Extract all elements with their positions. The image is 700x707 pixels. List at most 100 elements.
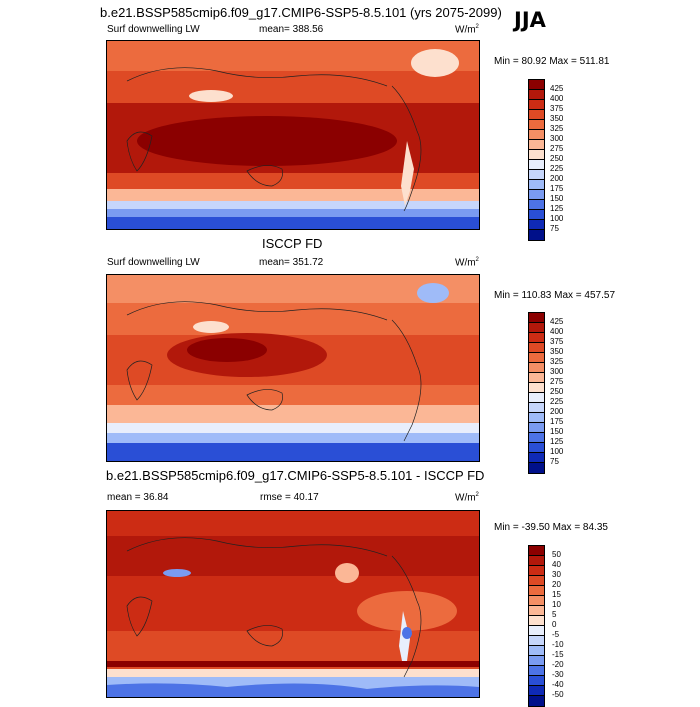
panel3-colorbar-swatch [529, 626, 544, 636]
panel2-colorbar-tick: 200 [550, 407, 564, 416]
panel2-colorbar-tick: 400 [550, 327, 564, 336]
panel3-colorbar-swatch [529, 686, 544, 696]
panel2-colorbar-swatch [529, 333, 544, 343]
panel2-colorbar-tick: 300 [550, 367, 564, 376]
panel2-colorbar-tick: 325 [550, 357, 564, 366]
panel1-colorbar-tick: 300 [550, 134, 564, 143]
panel1-map [106, 40, 480, 230]
panel1-colorbar-swatch [529, 180, 544, 190]
panel3-colorbar-swatch [529, 636, 544, 646]
panel3-colorbar-swatch [529, 676, 544, 686]
panel3-colorbar-tick: -30 [552, 670, 564, 679]
panel3-colorbar-tick: 20 [552, 580, 561, 589]
panel1-colorbar-swatch [529, 220, 544, 230]
panel2-colorbar-swatch [529, 393, 544, 403]
panel2-colorbar-tick: 125 [550, 437, 564, 446]
panel3-title: b.e21.BSSP585cmip6.f09_g17.CMIP6-SSP5-8.… [106, 468, 485, 483]
panel2-colorbar-tick: 350 [550, 347, 564, 356]
panel1-minmax-label: Min = 80.92 Max = 511.81 [494, 56, 610, 67]
panel2-colorbar-swatch [529, 313, 544, 323]
panel3-colorbar-swatch [529, 656, 544, 666]
panel2-colorbar-tick: 375 [550, 337, 564, 346]
panel3-colorbar-tick: -15 [552, 650, 564, 659]
season-label: JJA [514, 8, 546, 32]
panel2-colorbar-swatch [529, 453, 544, 463]
panel1-colorbar-swatch [529, 230, 544, 240]
panel3-colorbar-tick: 40 [552, 560, 561, 569]
panel3-colorbar-tick: -20 [552, 660, 564, 669]
panel3-colorbar-swatch [529, 606, 544, 616]
panel1-colorbar-tick: 125 [550, 204, 564, 213]
panel3-colorbar-tick: -10 [552, 640, 564, 649]
panel1-colorbar-tick: 100 [550, 214, 564, 223]
panel3-map [106, 510, 480, 698]
panel1-unit-label: W/m2 [455, 24, 479, 36]
panel2-colorbar-swatch [529, 323, 544, 333]
panel2-map [106, 274, 480, 462]
panel2-colorbar-swatch [529, 423, 544, 433]
panel3-colorbar-tick: 0 [552, 620, 557, 629]
panel3-colorbar-tick: -40 [552, 680, 564, 689]
panel1-mean-label: mean= 388.56 [259, 24, 324, 35]
panel2-colorbar-tick: 425 [550, 317, 564, 326]
panel2-colorbar-swatch [529, 463, 544, 473]
panel3-colorbar-swatch [529, 696, 544, 706]
panel1-colorbar-swatch [529, 110, 544, 120]
panel1-colorbar-swatch [529, 100, 544, 110]
panel2-colorbar-swatch [529, 353, 544, 363]
panel3-colorbar-swatch [529, 646, 544, 656]
panel2-colorbar-tick: 150 [550, 427, 564, 436]
panel1-colorbar-swatch [529, 90, 544, 100]
panel2-colorbar-tick: 250 [550, 387, 564, 396]
panel2-colorbar-tick: 100 [550, 447, 564, 456]
panel1-colorbar-tick: 75 [550, 224, 559, 233]
panel2-colorbar-tick: 275 [550, 377, 564, 386]
panel1-colorbar-swatch [529, 210, 544, 220]
panel3-rmse-label: rmse = 40.17 [260, 492, 319, 503]
panel1-colorbar-tick: 250 [550, 154, 564, 163]
panel3-colorbar-tick: 15 [552, 590, 561, 599]
panel3-colorbar-swatch [529, 546, 544, 556]
panel3-colorbar-swatch [529, 566, 544, 576]
panel1-map-field [107, 41, 479, 229]
panel3-minmax-label: Min = -39.50 Max = 84.35 [494, 522, 608, 533]
panel1-colorbar-tick: 275 [550, 144, 564, 153]
panel3-colorbar-swatch [529, 586, 544, 596]
panel1-colorbar-swatch [529, 170, 544, 180]
panel2-colorbar-swatch [529, 363, 544, 373]
panel1-colorbar-tick: 350 [550, 114, 564, 123]
panel3-colorbar-tick: 5 [552, 610, 557, 619]
panel2-colorbar-swatch [529, 343, 544, 353]
panel2-colorbar-tick: 225 [550, 397, 564, 406]
panel2-minmax-label: Min = 110.83 Max = 457.57 [494, 290, 616, 301]
panel1-colorbar-tick: 425 [550, 84, 564, 93]
panel1-colorbar-tick: 175 [550, 184, 564, 193]
panel1-colorbar-tick: 200 [550, 174, 564, 183]
panel1-colorbar-tick: 225 [550, 164, 564, 173]
panel2-map-field [107, 275, 479, 461]
panel1-colorbar-tick: 375 [550, 104, 564, 113]
panel3-colorbar-swatch [529, 576, 544, 586]
panel3-unit-label: W/m2 [455, 492, 479, 504]
panel2-colorbar-swatch [529, 443, 544, 453]
panel2-colorbar-swatch [529, 403, 544, 413]
panel1-colorbar-swatch [529, 130, 544, 140]
panel1-colorbar-swatch [529, 200, 544, 210]
panel3-colorbar-tick: 50 [552, 550, 561, 559]
panel2-colorbar [528, 312, 545, 474]
panel3-colorbar-tick: -50 [552, 690, 564, 699]
panel1-variable-label: Surf downwelling LW [107, 24, 200, 35]
panel1-colorbar-swatch [529, 140, 544, 150]
panel1-colorbar-swatch [529, 190, 544, 200]
panel3-colorbar-swatch [529, 666, 544, 676]
panel1-colorbar-tick: 150 [550, 194, 564, 203]
panel3-colorbar-tick: -5 [552, 630, 560, 639]
panel2-colorbar-swatch [529, 433, 544, 443]
panel2-colorbar-tick: 75 [550, 457, 559, 466]
panel2-colorbar-tick: 175 [550, 417, 564, 426]
panel3-colorbar-swatch [529, 616, 544, 626]
panel1-colorbar-tick: 325 [550, 124, 564, 133]
panel1-colorbar-swatch [529, 150, 544, 160]
panel1-colorbar-swatch [529, 160, 544, 170]
panel1-colorbar [528, 79, 545, 241]
